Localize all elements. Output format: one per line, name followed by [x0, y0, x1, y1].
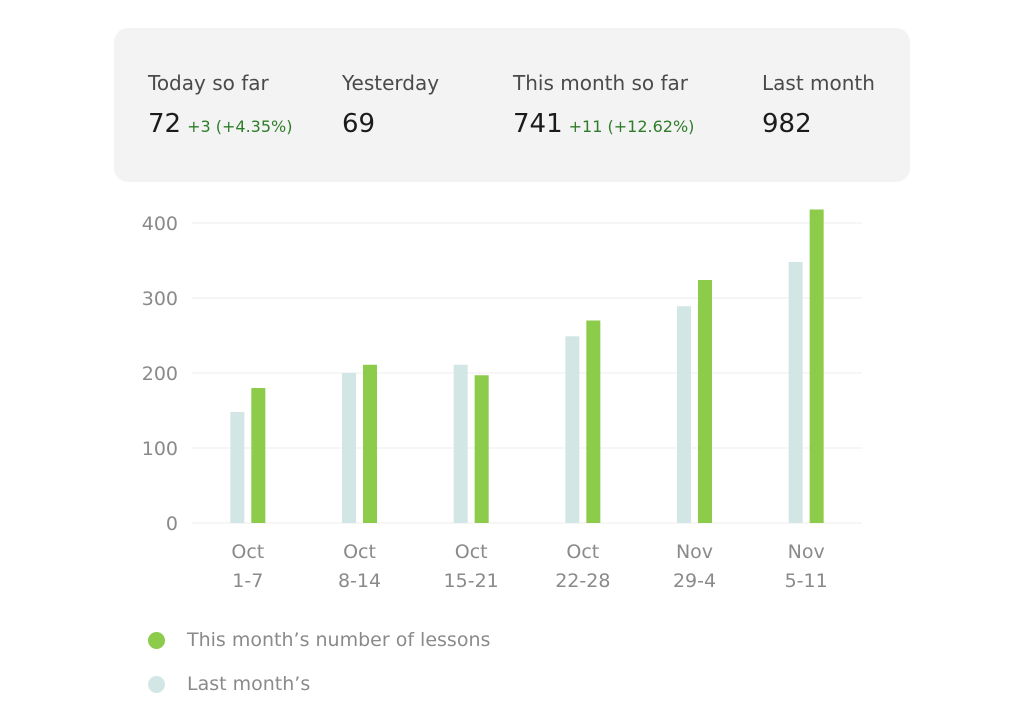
x-tick-label: 1-7: [232, 570, 263, 592]
stats-card: Today so far 72 +3 (+4.35%) Yesterday 69 …: [114, 28, 910, 182]
legend: This month’s number of lessons Last mont…: [148, 626, 490, 714]
legend-swatch: [148, 675, 165, 693]
x-tick-label: Oct: [231, 541, 264, 563]
stat-value: 69: [342, 109, 376, 139]
x-tick-label: 22-28: [555, 570, 610, 592]
bar: [586, 320, 601, 523]
bar: [565, 336, 580, 523]
stat-today: Today so far 72 +3 (+4.35%): [148, 70, 292, 143]
y-tick-label: 300: [142, 288, 178, 310]
x-tick-label: 29-4: [673, 570, 716, 592]
y-tick-label: 400: [142, 213, 178, 235]
stat-yesterday: Yesterday 69: [342, 70, 439, 143]
x-tick-label: Nov: [676, 541, 713, 563]
stat-label: Yesterday: [342, 71, 440, 95]
x-tick-label: 8-14: [338, 570, 381, 592]
x-tick-label: Oct: [566, 541, 599, 563]
bar: [363, 364, 377, 523]
legend-label: This month’s number of lessons: [187, 629, 491, 651]
bar: [809, 209, 824, 523]
y-tick-label: 200: [142, 363, 178, 385]
legend-label: Last month’s: [187, 673, 311, 695]
x-tick-label: 5-11: [785, 570, 828, 592]
bar: [342, 373, 356, 523]
bar: [677, 306, 691, 523]
stat-value: 982: [762, 109, 812, 139]
legend-swatch: [148, 631, 165, 649]
stat-label: This month so far: [513, 71, 689, 95]
bar: [474, 375, 489, 523]
stat-label: Today so far: [148, 71, 269, 95]
y-tick-label: 100: [142, 438, 178, 460]
stat-delta: +11 (+12.62%): [568, 117, 695, 136]
x-tick-label: Nov: [788, 541, 825, 563]
x-tick-label: Oct: [343, 541, 376, 563]
bar-chart: 0 100 200 300 400 Oct 1-7 Oct 8-14 Oct 15-21 Oct 22-…: [142, 209, 862, 592]
y-tick-label: 0: [166, 513, 178, 535]
bar: [230, 412, 245, 523]
stat-this-month: This month so far 741 +11 (+12.62%): [513, 70, 694, 143]
x-tick-label: 15-21: [444, 570, 499, 592]
x-tick-label: Oct: [455, 541, 488, 563]
stat-value: 72: [148, 109, 182, 139]
bar: [698, 280, 712, 523]
stat-delta: +3 (+4.35%): [187, 117, 293, 136]
legend-item-last-month: Last month’s: [148, 670, 490, 698]
stat-label: Last month: [762, 71, 875, 95]
legend-item-this-month: This month’s number of lessons: [148, 626, 490, 654]
bar: [453, 364, 468, 523]
stat-value: 741: [513, 109, 563, 139]
bar: [788, 262, 803, 523]
stat-last-month: Last month 982: [762, 70, 875, 143]
bar: [251, 388, 266, 523]
